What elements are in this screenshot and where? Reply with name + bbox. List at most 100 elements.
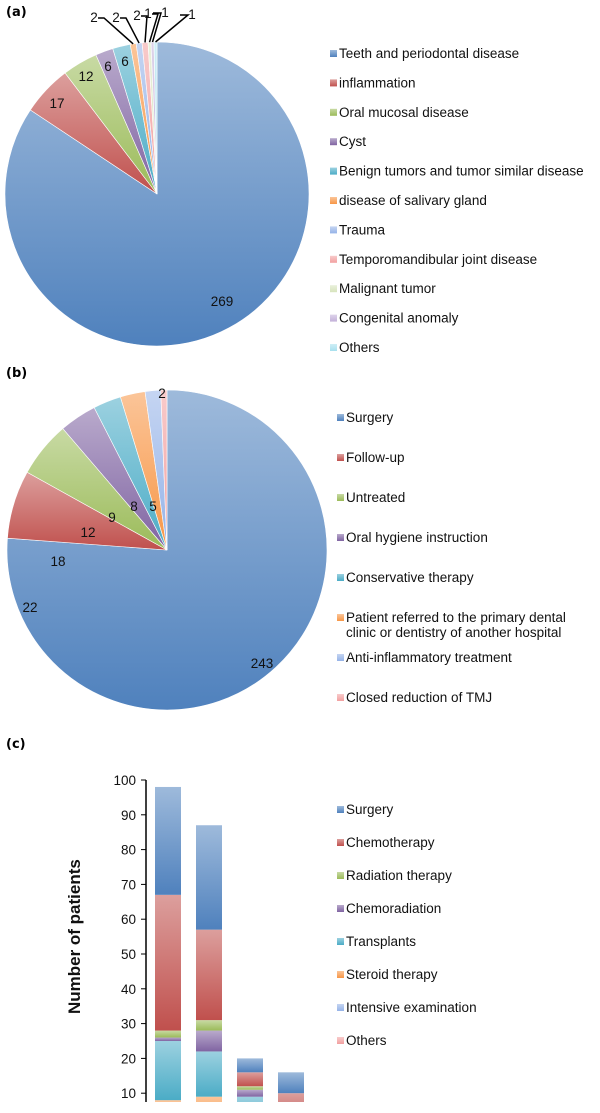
legend-entry: Surgery (346, 802, 394, 817)
y-tick-label: 20 (121, 1051, 136, 1066)
legend-entry: Others (346, 1033, 387, 1048)
y-axis-label: Number of patients (65, 859, 84, 1014)
legend-marker (330, 226, 337, 234)
data-label: 18 (50, 554, 65, 569)
legend-marker (330, 108, 337, 116)
legend-marker (337, 574, 344, 581)
data-label: 269 (211, 294, 234, 309)
legend-entry: Follow-up (346, 450, 405, 465)
data-label: 6 (121, 54, 129, 69)
legend-entry: Oral mucosal disease (339, 105, 469, 120)
legend-marker (337, 414, 344, 421)
bar-segment (155, 1041, 181, 1101)
legend-marker (330, 344, 337, 351)
legend-marker (330, 50, 337, 57)
bar-segment (196, 1051, 222, 1097)
bar-segment (237, 1072, 263, 1087)
data-label: 22 (22, 600, 37, 615)
y-tick-label: 40 (121, 982, 136, 997)
bar-segment (237, 1058, 263, 1073)
legend-entry: Oral hygiene instruction (346, 530, 488, 545)
legend-entry: Surgery (346, 410, 394, 425)
data-label: 2 (133, 8, 141, 23)
legend-entry: Trauma (339, 222, 386, 237)
bar-chart-c: 10 20 30 40 50 60 70 80 90 100 Number of patients S… (65, 773, 477, 1102)
legend-entry: Benign tumors and tumor similar disease (339, 164, 584, 179)
legend-marker (330, 255, 337, 263)
legend-entry: Anti-inflammatory treatment (346, 650, 512, 665)
bar-segment (237, 1096, 263, 1102)
legend-marker (337, 694, 344, 701)
y-tick-label: 30 (121, 1017, 136, 1032)
data-label: 2 (158, 386, 166, 401)
leader-line (151, 12, 163, 43)
panel-label-a: (a) (6, 5, 27, 20)
bar-segment (196, 1030, 222, 1052)
y-tick-label: 10 (121, 1086, 136, 1101)
bar-segment (237, 1089, 263, 1097)
legend-marker (337, 839, 344, 846)
data-label: 1 (188, 7, 196, 22)
data-label: 1 (144, 6, 152, 21)
data-label: 12 (78, 69, 93, 84)
bar-segment (237, 1086, 263, 1090)
legend-marker (330, 197, 337, 204)
legend-marker (337, 806, 344, 813)
data-label: 6 (104, 59, 112, 74)
leader-line (148, 13, 160, 43)
legend-marker (330, 167, 337, 175)
bar-segment (196, 1096, 222, 1102)
legend-entry: Congenital anomaly (339, 311, 459, 326)
bar-segment (155, 1037, 181, 1041)
legend-entry: Chemotherapy (346, 835, 435, 850)
data-label: 12 (80, 525, 95, 540)
legend-marker (330, 314, 337, 322)
legend-marker (337, 534, 344, 541)
y-tick-label: 60 (121, 912, 136, 927)
y-tick-label: 100 (113, 773, 136, 788)
legend-marker (337, 872, 344, 879)
legend-entry: Closed reduction of TMJ (346, 690, 492, 705)
legend-entry: Patient referred to the primary dental (346, 610, 566, 625)
y-tick-label: 70 (121, 877, 136, 892)
data-label: 243 (251, 656, 274, 671)
data-label: 2 (90, 10, 98, 25)
data-label: 1 (161, 5, 169, 20)
legend-entry: Steroid therapy (346, 967, 438, 982)
legend-entry: Teeth and periodontal disease (339, 46, 519, 61)
bar-segment (278, 1072, 304, 1094)
legend-entry: Conservative therapy (346, 570, 474, 585)
legend-entry: Chemoradiation (346, 901, 441, 916)
legend-entry: Radiation therapy (346, 868, 452, 883)
legend-entry: Intensive examination (346, 1000, 477, 1015)
legend-entry: Temporomandibular joint disease (339, 252, 537, 267)
legend-marker (337, 971, 344, 978)
bar-segment (278, 1093, 304, 1102)
bar-segment (155, 894, 181, 1031)
panel-label-b: (b) (6, 366, 27, 381)
legend-marker (337, 1004, 344, 1011)
bar-segment (196, 1020, 222, 1031)
legend-entry: Transplants (346, 934, 416, 949)
leader-line (98, 17, 134, 45)
data-label: 5 (149, 499, 157, 514)
leader-line (155, 14, 191, 43)
y-tick-label: 90 (121, 808, 136, 823)
legend-entry: inflammation (339, 75, 416, 90)
pie-slice (153, 41, 158, 195)
legend-entry: clinic or dentistry of another hospital (346, 625, 561, 640)
bar-segment (155, 786, 181, 895)
legend-entry: Cyst (339, 134, 366, 149)
data-label: 17 (49, 96, 64, 111)
legend-marker (337, 494, 344, 501)
bar-segment (196, 825, 222, 930)
legend-marker (337, 654, 344, 661)
leader-line (141, 15, 148, 43)
legend-entry: Malignant tumor (339, 281, 436, 296)
legend-entry: Others (339, 340, 380, 355)
data-label: 2 (112, 10, 120, 25)
legend-marker (330, 79, 337, 87)
data-label: 8 (130, 499, 138, 514)
